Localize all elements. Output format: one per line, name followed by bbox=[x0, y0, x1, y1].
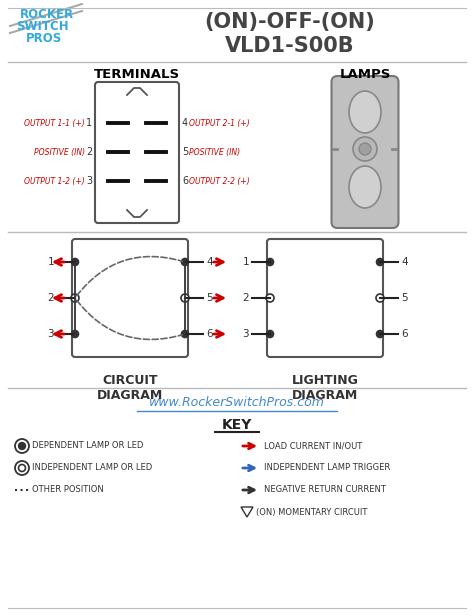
Text: 4: 4 bbox=[206, 257, 213, 267]
Text: OUTPUT 2-2 (+): OUTPUT 2-2 (+) bbox=[189, 177, 250, 185]
Ellipse shape bbox=[349, 166, 381, 208]
Text: 5: 5 bbox=[182, 147, 188, 157]
Text: 3: 3 bbox=[47, 329, 54, 339]
Circle shape bbox=[72, 331, 79, 338]
Text: LAMPS: LAMPS bbox=[339, 68, 391, 81]
Text: PROS: PROS bbox=[26, 32, 62, 45]
Text: 6: 6 bbox=[182, 176, 188, 186]
Text: KEY: KEY bbox=[222, 418, 252, 432]
Text: 2: 2 bbox=[242, 293, 249, 303]
Circle shape bbox=[266, 259, 273, 265]
Text: 5: 5 bbox=[206, 293, 213, 303]
Text: OUTPUT 1-2 (+): OUTPUT 1-2 (+) bbox=[24, 177, 85, 185]
Text: POSITIVE (IN): POSITIVE (IN) bbox=[189, 147, 240, 156]
Text: 4: 4 bbox=[401, 257, 408, 267]
Polygon shape bbox=[241, 507, 253, 517]
Circle shape bbox=[72, 259, 79, 265]
Circle shape bbox=[353, 137, 377, 161]
Text: ROCKER: ROCKER bbox=[20, 8, 74, 21]
Circle shape bbox=[266, 331, 273, 338]
Text: CIRCUIT
DIAGRAM: CIRCUIT DIAGRAM bbox=[97, 374, 163, 402]
Text: www.RockerSwitchPros.com: www.RockerSwitchPros.com bbox=[149, 396, 325, 409]
Text: 1: 1 bbox=[86, 118, 92, 128]
Text: NEGATIVE RETURN CURRENT: NEGATIVE RETURN CURRENT bbox=[264, 485, 386, 495]
Circle shape bbox=[182, 259, 189, 265]
Text: 1: 1 bbox=[242, 257, 249, 267]
Text: 5: 5 bbox=[401, 293, 408, 303]
Text: 6: 6 bbox=[206, 329, 213, 339]
Circle shape bbox=[376, 294, 384, 302]
Circle shape bbox=[18, 464, 26, 471]
Ellipse shape bbox=[349, 91, 381, 133]
Circle shape bbox=[18, 442, 26, 450]
Circle shape bbox=[376, 259, 383, 265]
Text: OTHER POSITION: OTHER POSITION bbox=[32, 485, 104, 495]
Circle shape bbox=[376, 331, 383, 338]
Text: 2: 2 bbox=[47, 293, 54, 303]
Text: 4: 4 bbox=[182, 118, 188, 128]
Circle shape bbox=[266, 294, 274, 302]
Text: (ON)-OFF-(ON): (ON)-OFF-(ON) bbox=[205, 12, 375, 32]
Text: 2: 2 bbox=[86, 147, 92, 157]
Circle shape bbox=[182, 331, 189, 338]
Circle shape bbox=[71, 294, 79, 302]
Text: 3: 3 bbox=[86, 176, 92, 186]
Text: VLD1-S00B: VLD1-S00B bbox=[225, 36, 355, 56]
Text: LOAD CURRENT IN/OUT: LOAD CURRENT IN/OUT bbox=[264, 442, 362, 450]
Text: (ON) MOMENTARY CIRCUIT: (ON) MOMENTARY CIRCUIT bbox=[256, 508, 367, 516]
Circle shape bbox=[181, 294, 189, 302]
FancyBboxPatch shape bbox=[72, 239, 188, 357]
Text: LIGHTING
DIAGRAM: LIGHTING DIAGRAM bbox=[292, 374, 358, 402]
FancyBboxPatch shape bbox=[331, 76, 399, 228]
Text: 6: 6 bbox=[401, 329, 408, 339]
FancyBboxPatch shape bbox=[95, 82, 179, 223]
Text: INDEPENDENT LAMP TRIGGER: INDEPENDENT LAMP TRIGGER bbox=[264, 463, 390, 472]
Text: POSITIVE (IN): POSITIVE (IN) bbox=[34, 147, 85, 156]
Text: TERMINALS: TERMINALS bbox=[94, 68, 180, 81]
Text: OUTPUT 2-1 (+): OUTPUT 2-1 (+) bbox=[189, 118, 250, 128]
Text: 3: 3 bbox=[242, 329, 249, 339]
Circle shape bbox=[359, 143, 371, 155]
Text: INDEPENDENT LAMP OR LED: INDEPENDENT LAMP OR LED bbox=[32, 463, 152, 472]
Text: 1: 1 bbox=[47, 257, 54, 267]
Text: SWITCH: SWITCH bbox=[16, 20, 69, 33]
Text: OUTPUT 1-1 (+): OUTPUT 1-1 (+) bbox=[24, 118, 85, 128]
FancyBboxPatch shape bbox=[267, 239, 383, 357]
Text: DEPENDENT LAMP OR LED: DEPENDENT LAMP OR LED bbox=[32, 442, 143, 450]
